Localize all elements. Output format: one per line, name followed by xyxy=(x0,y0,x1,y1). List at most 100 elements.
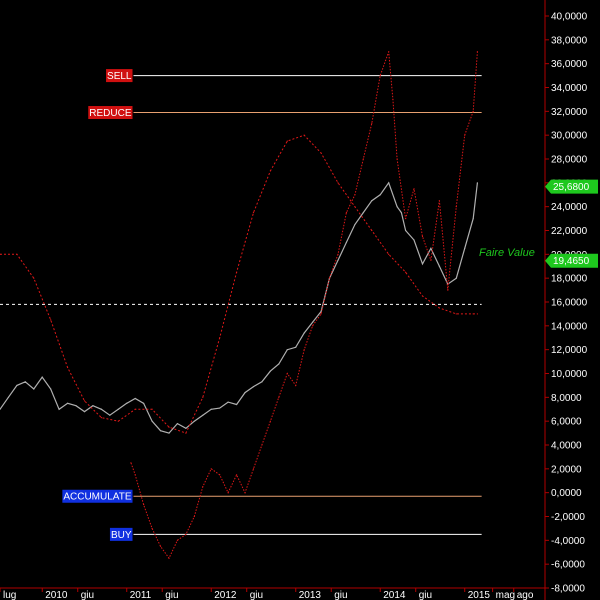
y-tick-label: 24,0000 xyxy=(551,202,588,213)
data-point xyxy=(83,400,86,402)
data-point xyxy=(159,430,162,432)
data-point xyxy=(151,527,153,530)
data-point xyxy=(210,408,212,410)
y-tick-label: 14,0000 xyxy=(551,321,588,332)
y-tick-label: 2,0000 xyxy=(551,464,582,475)
data-point xyxy=(476,51,479,53)
data-point xyxy=(227,492,229,494)
data-point xyxy=(92,405,94,407)
data-point xyxy=(58,408,60,410)
data-point xyxy=(404,271,407,273)
data-point xyxy=(117,408,119,410)
data-point xyxy=(345,241,348,244)
data-point xyxy=(235,271,238,273)
data-point xyxy=(303,349,305,351)
data-point xyxy=(109,414,111,416)
signal-levels: SELL REDUCE ACCUMULATE BUY xyxy=(0,69,482,541)
data-point xyxy=(472,110,474,112)
data-point xyxy=(7,396,10,398)
data-point xyxy=(455,313,457,315)
data-point xyxy=(430,259,432,261)
data-point xyxy=(252,386,255,388)
fair-value-curve xyxy=(0,134,478,434)
data-point xyxy=(269,370,271,372)
data-point xyxy=(421,235,424,238)
data-point xyxy=(252,468,255,470)
data-point xyxy=(185,427,187,429)
data-point xyxy=(320,152,322,154)
data-point xyxy=(269,420,271,422)
data-point xyxy=(455,277,457,279)
level-tag-buy xyxy=(109,527,133,541)
x-tick-label: giu xyxy=(81,590,94,600)
level-label-reduce: REDUCE xyxy=(89,108,132,119)
data-point xyxy=(337,182,339,184)
y-tick-label: 38,0000 xyxy=(551,35,588,46)
data-point xyxy=(430,247,432,249)
data-point xyxy=(400,212,402,214)
data-point xyxy=(464,134,466,136)
data-point xyxy=(388,51,390,53)
data-point xyxy=(261,444,263,446)
y-tick-label: 0,0000 xyxy=(551,488,582,499)
data-point xyxy=(75,405,77,407)
x-tick-label: ago xyxy=(517,590,534,600)
data-point xyxy=(404,229,407,232)
x-tick-label: giu xyxy=(334,590,347,600)
y-tick-label: 30,0000 xyxy=(551,131,588,142)
data-point xyxy=(362,212,364,214)
data-point xyxy=(0,408,1,410)
data-point xyxy=(396,206,398,208)
level-label-sell: SELL xyxy=(107,71,132,82)
data-point xyxy=(134,408,136,410)
data-point xyxy=(235,403,238,406)
data-point xyxy=(476,313,479,315)
x-axis: lug 2010 giu 2011 giu 2012 giu 2013 giu 2014 giu 20… xyxy=(0,587,545,600)
data-point xyxy=(202,396,204,398)
data-point xyxy=(303,134,305,136)
level-tag-accumulate xyxy=(62,489,133,503)
data-point xyxy=(388,253,390,255)
data-point xyxy=(252,212,255,214)
data-point xyxy=(354,223,356,226)
data-point xyxy=(0,253,1,255)
data-point xyxy=(50,319,52,321)
data-point xyxy=(269,170,271,172)
x-tick-label: 2011 xyxy=(130,590,152,600)
y-tick-label: 22,0000 xyxy=(551,226,588,237)
level-label-accumulate: ACCUMULATE xyxy=(63,492,131,503)
data-point xyxy=(476,182,479,184)
data-point xyxy=(176,422,179,425)
last-price-tag-text: 25,6800 xyxy=(553,182,590,193)
data-point xyxy=(185,533,187,535)
data-point xyxy=(379,74,381,77)
data-point xyxy=(421,263,424,265)
data-point xyxy=(159,545,162,547)
data-point xyxy=(117,420,119,422)
data-point xyxy=(371,200,373,202)
data-point xyxy=(168,426,170,428)
data-point xyxy=(320,313,322,315)
x-tick-label: giu xyxy=(419,590,432,600)
data-point xyxy=(244,492,246,494)
data-point xyxy=(151,420,153,422)
data-point xyxy=(286,349,288,351)
data-point xyxy=(472,217,474,220)
y-tick-label: 10,0000 xyxy=(551,369,588,380)
data-point xyxy=(337,259,339,261)
y-tick-label: -2,0000 xyxy=(551,512,585,523)
data-point xyxy=(413,239,415,241)
data-point xyxy=(202,414,204,416)
data-point xyxy=(388,182,390,184)
y-tick-label: -4,0000 xyxy=(551,536,585,547)
last-price-tag: 25,6800 xyxy=(545,179,598,194)
x-tick-label: 2015 xyxy=(468,590,491,600)
data-point xyxy=(371,122,373,124)
y-tick-label: 36,0000 xyxy=(551,59,588,70)
data-point xyxy=(33,277,35,279)
y-axis: 40,0000 38,0000 36,0000 34,0000 32,0000 30,00… xyxy=(544,0,588,600)
data-point xyxy=(24,381,26,383)
data-point xyxy=(16,384,18,387)
fair-value-tag-text: 19,4650 xyxy=(553,256,590,267)
y-tick-label: 18,0000 xyxy=(551,274,588,285)
